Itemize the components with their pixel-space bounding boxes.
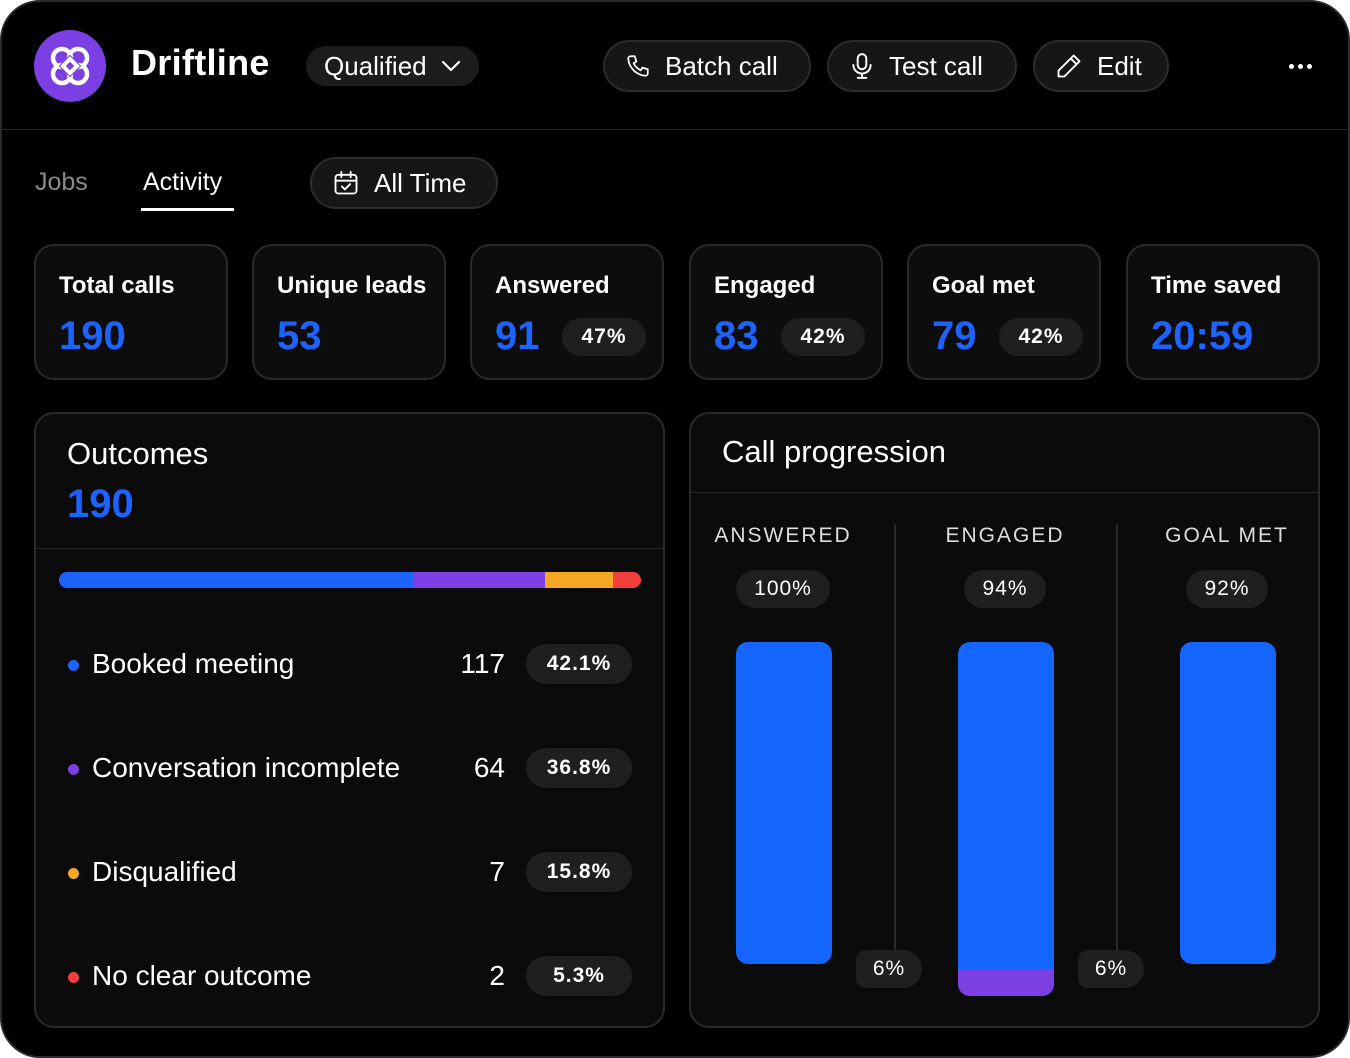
- column-percent-goal-met: 92%: [1186, 570, 1268, 608]
- progression-title: Call progression: [722, 434, 946, 469]
- outcome-label: Booked meeting: [92, 648, 295, 679]
- stat-badge: 42%: [781, 318, 865, 356]
- batch-call-button[interactable]: Batch call: [603, 40, 811, 92]
- pencil-icon: [1057, 54, 1081, 78]
- outcome-row-booked-meeting: Booked meeting 117 42.1%: [36, 644, 663, 688]
- more-icon: [1288, 63, 1294, 69]
- divider: [36, 548, 663, 549]
- outcome-count: 7: [489, 856, 505, 887]
- stat-value: 53: [277, 314, 322, 358]
- tab-jobs[interactable]: Jobs: [35, 168, 88, 196]
- outcome-percent-badge: 36.8%: [526, 748, 632, 788]
- column-percent-engaged: 94%: [964, 570, 1046, 608]
- test-call-button[interactable]: Test call: [827, 40, 1017, 92]
- logo-icon: [50, 46, 90, 86]
- stat-label: Goal met: [932, 272, 1035, 299]
- progression-bar-answered: [736, 642, 832, 964]
- outcome-label: Disqualified: [92, 856, 237, 887]
- legend-dot: [68, 972, 79, 983]
- stat-card-answered: Answered 91 47%: [470, 244, 664, 380]
- column-separator: [894, 524, 896, 964]
- outcome-percent-badge: 5.3%: [526, 956, 632, 996]
- stacked-bar-segment: [613, 572, 641, 588]
- calendar-icon: [334, 170, 358, 195]
- outcome-percent-badge: 42.1%: [526, 644, 632, 684]
- outcome-count: 2: [489, 960, 505, 991]
- progression-bar-goal-met: [1180, 642, 1276, 964]
- stacked-bar-segment: [544, 572, 614, 588]
- stat-value: 20:59: [1151, 314, 1254, 358]
- more-options-button[interactable]: [1280, 50, 1320, 82]
- edit-button[interactable]: Edit: [1033, 40, 1169, 92]
- column-label-goal-met: GOAL MET: [1165, 524, 1289, 547]
- stat-value: 91: [495, 314, 540, 358]
- outcomes-panel: Outcomes 190 Booked meeting 117 42.1% Co…: [34, 412, 665, 1028]
- drop-off-badge: 6%: [1078, 950, 1144, 988]
- app-logo: [34, 30, 106, 102]
- stat-label: Unique leads: [277, 272, 427, 299]
- phone-icon: [627, 55, 649, 77]
- progression-bar-drop-segment: [958, 970, 1054, 996]
- stat-card-total-calls: Total calls 190: [34, 244, 228, 380]
- legend-dot: [68, 660, 79, 671]
- header-bar: Driftline Qualified Batch call Test call: [2, 2, 1348, 130]
- progression-bar-engaged: [958, 642, 1054, 996]
- stat-badge: 42%: [999, 318, 1083, 356]
- legend-dot: [68, 764, 79, 775]
- stat-label: Engaged: [714, 272, 816, 299]
- call-progression-panel: Call progression ANSWERED ENGAGED GOAL M…: [689, 412, 1320, 1028]
- status-dropdown[interactable]: Qualified: [306, 46, 479, 86]
- chevron-down-icon: [441, 60, 460, 72]
- column-label-engaged: ENGAGED: [945, 524, 1065, 547]
- stat-card-unique-leads: Unique leads 53: [252, 244, 446, 380]
- stat-badge: 47%: [562, 318, 646, 356]
- stat-card-goal-met: Goal met 79 42%: [907, 244, 1101, 380]
- time-filter-label: All Time: [374, 167, 467, 198]
- tab-activity[interactable]: Activity: [143, 168, 223, 196]
- stat-card-time-saved: Time saved 20:59: [1126, 244, 1320, 380]
- outcomes-stacked-bar: [59, 572, 641, 588]
- outcome-row-conversation-incomplete: Conversation incomplete 64 36.8%: [36, 748, 663, 792]
- legend-dot: [68, 868, 79, 879]
- outcome-count: 64: [473, 752, 505, 783]
- stacked-bar-segment: [59, 572, 413, 588]
- active-tab-indicator: [141, 208, 234, 211]
- outcome-label: Conversation incomplete: [92, 752, 401, 783]
- outcome-count: 117: [460, 648, 505, 679]
- divider: [691, 492, 1318, 493]
- batch-call-label: Batch call: [665, 50, 778, 81]
- stacked-bar-segment: [412, 572, 545, 588]
- microphone-icon: [852, 53, 872, 79]
- outcome-percent-badge: 15.8%: [526, 852, 632, 892]
- test-call-label: Test call: [889, 50, 983, 81]
- time-filter-button[interactable]: All Time: [310, 157, 498, 209]
- stat-card-engaged: Engaged 83 42%: [689, 244, 883, 380]
- stat-value: 79: [932, 314, 977, 358]
- outcomes-total: 190: [67, 482, 134, 526]
- stat-label: Time saved: [1151, 272, 1282, 299]
- outcomes-title: Outcomes: [67, 436, 209, 471]
- outcome-row-disqualified: Disqualified 7 15.8%: [36, 852, 663, 896]
- outcome-row-no-clear-outcome: No clear outcome 2 5.3%: [36, 956, 663, 1000]
- edit-label: Edit: [1097, 50, 1142, 81]
- status-dropdown-label: Qualified: [324, 50, 427, 81]
- outcome-label: No clear outcome: [92, 960, 312, 991]
- stat-label: Answered: [495, 272, 610, 299]
- app-title: Driftline: [131, 42, 270, 83]
- drop-off-badge: 6%: [856, 950, 922, 988]
- stat-label: Total calls: [59, 272, 175, 299]
- stat-value: 83: [714, 314, 759, 358]
- column-label-answered: ANSWERED: [714, 524, 852, 547]
- column-separator: [1116, 524, 1118, 964]
- column-percent-answered: 100%: [736, 570, 830, 608]
- stat-value: 190: [59, 314, 126, 358]
